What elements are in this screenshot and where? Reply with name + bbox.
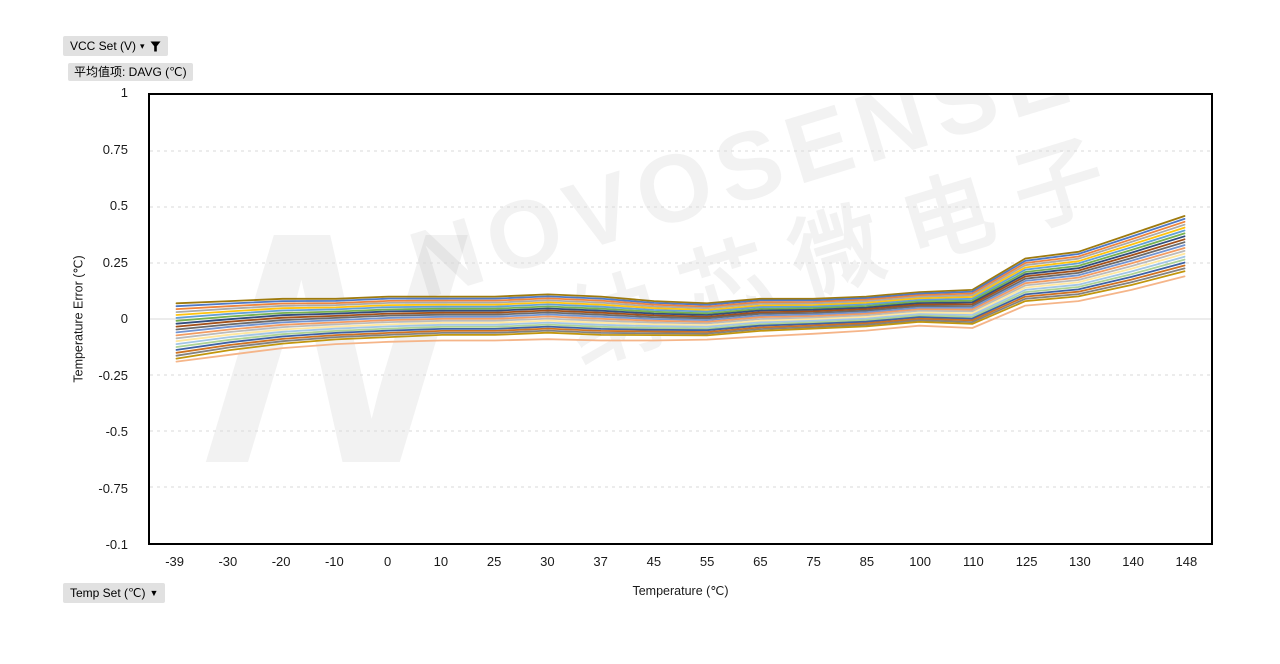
x-tick-label: 148 xyxy=(1175,554,1198,569)
vcc-filter-button[interactable]: VCC Set (V) ▾ xyxy=(63,36,168,56)
series-line xyxy=(175,229,1186,319)
chevron-down-icon: ▾ xyxy=(140,40,145,51)
x-tick-label: 37 xyxy=(593,554,608,569)
x-tick-label: -10 xyxy=(324,554,344,569)
series-line xyxy=(175,235,1186,325)
x-tick-label: 65 xyxy=(753,554,768,569)
series-line xyxy=(175,261,1186,351)
series-line xyxy=(175,226,1186,316)
y-tick-label: 0.5 xyxy=(109,198,128,213)
series-line xyxy=(175,255,1186,346)
series-line xyxy=(175,223,1186,314)
x-tick-label: 0 xyxy=(384,554,392,569)
series-line xyxy=(175,241,1186,331)
chart-canvas xyxy=(150,150,1211,488)
y-tick-label: 0.75 xyxy=(102,141,128,157)
x-tick-label: 85 xyxy=(859,554,875,569)
plot-area: N NOVOSENSE 纳芯微电子 xyxy=(148,93,1213,545)
series-line xyxy=(175,220,1186,311)
y-axis-tick-labels: 1 0.75 0.5 0.25 0 -0.25 -0.5 -0.75 -0.1 xyxy=(0,85,140,552)
x-tick-label: 140 xyxy=(1122,554,1144,569)
x-tick-label: 55 xyxy=(699,554,715,569)
x-tick-label: 30 xyxy=(540,554,555,569)
x-tick-label: -30 xyxy=(218,554,238,569)
x-tick-label: 25 xyxy=(486,554,502,569)
x-axis-tick-labels: -39 -30 -20 -10 0 10 25 30 37 45 55 65 75 85 100 110 125… xyxy=(148,554,1213,569)
y-tick-label: -0.5 xyxy=(105,424,128,439)
series-line xyxy=(175,218,1186,308)
series-line xyxy=(175,238,1186,328)
y-tick-label: -0.75 xyxy=(98,480,128,496)
y-tick-label: -0.1 xyxy=(105,537,128,552)
x-tick-label: 110 xyxy=(963,554,984,569)
series-line xyxy=(175,264,1186,354)
y-tick-label: -0.25 xyxy=(98,367,128,383)
x-tick-label: 45 xyxy=(646,554,662,569)
series-line xyxy=(175,258,1186,348)
filter-funnel-icon xyxy=(150,41,161,51)
temp-filter-label: Temp Set (℃) xyxy=(70,586,146,600)
y-tick-label: 1 xyxy=(120,85,128,100)
x-tick-label: 125 xyxy=(1015,554,1038,569)
x-axis-title: Temperature (℃) xyxy=(632,584,729,598)
y-tick-label: 0 xyxy=(120,311,128,326)
series-line xyxy=(175,247,1186,337)
series-line xyxy=(175,267,1186,357)
chevron-down-icon: ▼ xyxy=(149,587,159,598)
x-tick-label: 100 xyxy=(909,554,931,569)
x-tick-label: 130 xyxy=(1069,554,1091,569)
series-line xyxy=(175,249,1186,340)
vcc-filter-label: VCC Set (V) xyxy=(70,39,137,53)
series-line xyxy=(175,275,1186,363)
series-line xyxy=(175,244,1186,334)
value-field-label: 平均值项: DAVG (℃) xyxy=(68,63,193,81)
series-line xyxy=(175,232,1186,322)
y-tick-label: 0.25 xyxy=(102,254,128,270)
series-line xyxy=(175,252,1186,343)
x-tick-label: 10 xyxy=(433,554,449,569)
x-tick-label: 75 xyxy=(806,554,821,569)
series-line xyxy=(175,270,1186,360)
x-tick-label: -39 xyxy=(165,554,185,569)
series-line xyxy=(175,215,1186,305)
x-tick-label: -20 xyxy=(271,554,291,569)
temp-filter-button[interactable]: Temp Set (℃) ▼ xyxy=(63,583,166,603)
